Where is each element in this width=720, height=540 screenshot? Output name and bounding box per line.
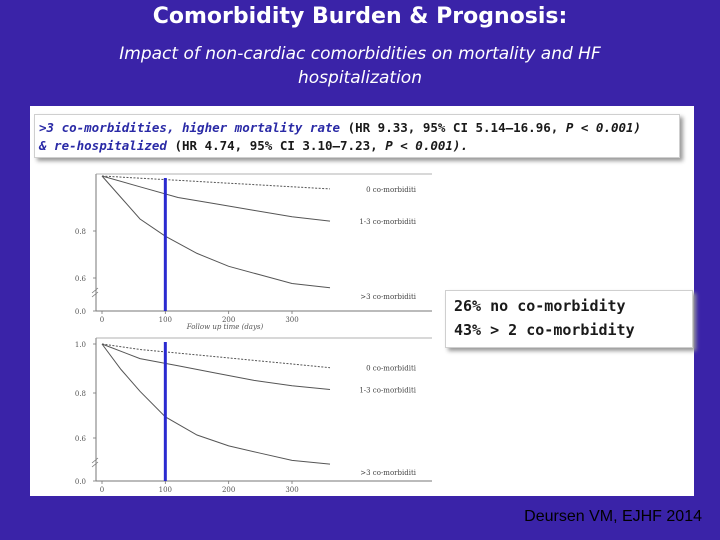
- series-label: 0 co-morbiditi: [366, 365, 417, 373]
- series-line: [101, 175, 331, 190]
- hr-mortality-stats: (HR 9.33, 95% CI 5.14–16.96,: [347, 120, 559, 135]
- hr-mortality-p: P < 0.001): [565, 120, 642, 135]
- prevalence-box: 26% no co-morbidity 43% > 2 co-morbidity: [445, 290, 693, 348]
- x-tick-label: 0: [100, 316, 104, 324]
- x-tick-label: 0: [100, 486, 104, 494]
- x-tick-label: 300: [285, 486, 298, 494]
- hr-rehosp-p: P < 0.001).: [385, 138, 468, 153]
- x-tick-label: 100: [159, 486, 172, 494]
- x-tick-label: 200: [222, 316, 235, 324]
- x-axis-label: Follow up time (days): [186, 323, 264, 331]
- prevalence-none: 26% no co-morbidity: [454, 297, 626, 315]
- axis-break-mark: [91, 457, 99, 468]
- y-tick-label: 0.8: [75, 228, 86, 236]
- y-tick-label: 0.8: [75, 390, 86, 398]
- series-line: [101, 175, 331, 289]
- km-figure: 0.0 0.6 0.8 0 100 200 300 Follow up time (days)…: [75, 173, 432, 494]
- axis-break-mark: [91, 287, 99, 298]
- hr-line-rehosp: & re-hospitalized (HR 4.74, 95% CI 3.10–…: [39, 138, 468, 153]
- slide-subtitle: Impact of non-cardiac comorbidities on m…: [119, 44, 601, 88]
- citation: Deursen VM, EJHF 2014: [524, 508, 702, 525]
- prevalence-multi: 43% > 2 co-morbidity: [454, 321, 635, 339]
- y-tick-label: 1.0: [75, 341, 86, 349]
- y-tick-label: 0.6: [75, 275, 87, 283]
- y-tick-label: 0.6: [75, 435, 87, 443]
- x-tick-label: 300: [285, 316, 298, 324]
- series-line: [101, 175, 331, 222]
- x-tick-label: 100: [159, 316, 172, 324]
- series-line: [101, 343, 331, 465]
- series-label: 1-3 co-morbiditi: [359, 218, 416, 226]
- hazard-ratio-box: >3 co-morbidities, higher mortality rate…: [34, 114, 680, 158]
- series-label: 1-3 co-morbiditi: [359, 386, 416, 394]
- series-label: 0 co-morbiditi: [366, 186, 417, 194]
- hr-line-mortality: >3 co-morbidities, higher mortality rate…: [39, 120, 641, 135]
- series-line: [101, 343, 331, 390]
- hr-rehosp-stats: (HR 4.74, 95% CI 3.10–7.23,: [174, 138, 378, 153]
- hr-mortality-lead: >3 co-morbidities, higher mortality rate: [39, 120, 341, 135]
- y-tick-label: 0.0: [75, 308, 86, 316]
- slide-title: Comorbidity Burden & Prognosis:: [152, 4, 568, 29]
- hr-rehosp-lead: & re-hospitalized: [39, 138, 167, 153]
- y-tick-label: 0.0: [75, 478, 86, 486]
- series-label: >3 co-morbiditi: [360, 293, 416, 301]
- series-line: [101, 343, 331, 369]
- x-tick-label: 200: [222, 486, 235, 494]
- series-label: >3 co-morbiditi: [360, 469, 416, 477]
